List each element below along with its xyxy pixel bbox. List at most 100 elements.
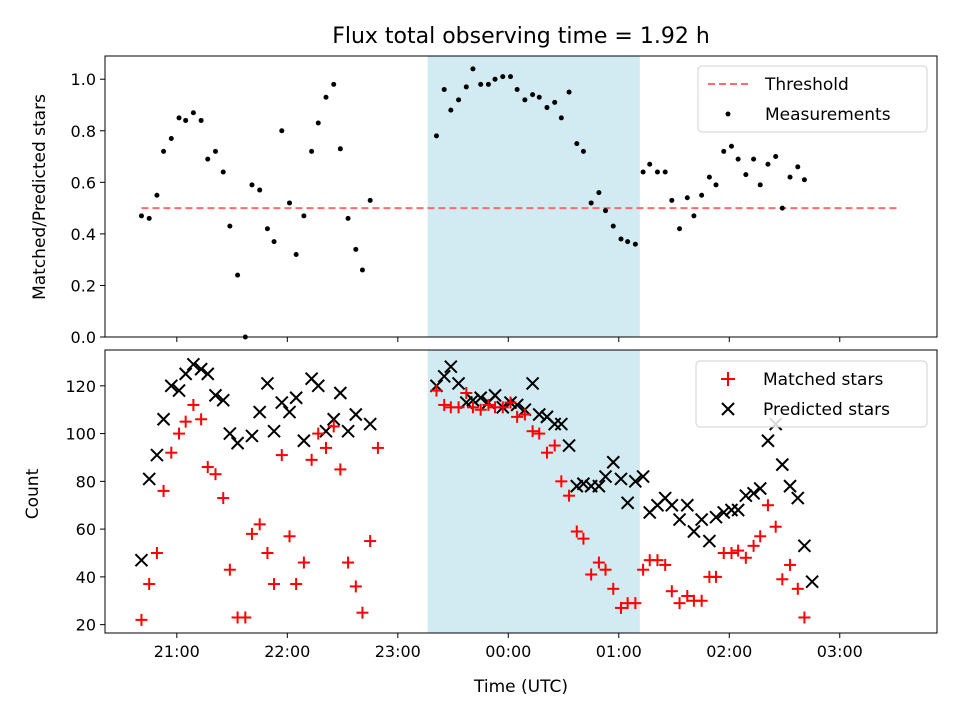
matched-star-point <box>607 582 620 595</box>
measurement-point <box>552 99 558 105</box>
matched-star-point <box>187 398 200 411</box>
matched-star-point <box>209 468 222 481</box>
measurement-point <box>751 156 757 162</box>
measurement-point <box>514 87 520 93</box>
measurement-point <box>220 169 226 175</box>
matched-star-point <box>290 578 303 591</box>
measurement-point <box>235 272 241 278</box>
matched-star-point <box>327 420 340 433</box>
matched-star-point <box>651 554 664 567</box>
matched-star-point <box>438 398 451 411</box>
measurement-point <box>728 143 734 149</box>
top-highlight-span <box>427 56 640 337</box>
predicted-star-point <box>178 367 193 381</box>
measurement-point <box>205 156 211 162</box>
predicted-star-point <box>532 407 546 422</box>
measurement-point <box>787 174 793 180</box>
matched-star-point <box>747 539 760 552</box>
measurement-point <box>168 135 174 141</box>
predicted-star-point <box>327 412 341 426</box>
top-y-tick-label: 0.6 <box>71 173 96 192</box>
bottom-y-tick-label: 40 <box>76 568 96 587</box>
predicted-star-point <box>592 479 606 493</box>
measurement-point <box>154 192 160 198</box>
measurement-point <box>264 226 270 232</box>
measurement-point <box>470 66 476 72</box>
measurement-point <box>485 81 491 87</box>
matched-star-point <box>452 401 465 414</box>
predicted-star-point <box>687 524 701 539</box>
measurement-point <box>662 169 668 175</box>
x-tick-label: 01:00 <box>596 642 642 661</box>
measurement-point <box>610 223 616 229</box>
measurement-point <box>625 239 631 245</box>
predicted-star-point <box>665 498 679 512</box>
top-legend: Threshold Measurements <box>697 65 928 133</box>
measurement-point <box>706 174 712 180</box>
predicted-star-point <box>363 417 377 431</box>
measurement-point <box>654 169 660 175</box>
predicted-star-point <box>797 539 812 553</box>
matched-star-point <box>482 398 495 411</box>
measurement-point <box>530 92 536 98</box>
matched-star-point <box>570 525 583 538</box>
measurement-point <box>536 94 542 100</box>
matched-star-point <box>732 544 745 557</box>
predicted-star-point <box>437 369 451 383</box>
predicted-star-point <box>297 434 311 448</box>
matched-star-point <box>165 446 178 459</box>
matched-star-point <box>150 546 163 559</box>
matched-star-point <box>319 441 332 454</box>
predicted-star-point <box>156 412 171 426</box>
predicted-star-point <box>783 479 797 493</box>
measurement-point <box>146 215 152 221</box>
measurement-point <box>433 133 439 139</box>
predicted-star-point <box>216 393 230 407</box>
legend-measurements-label: Measurements <box>765 105 891 125</box>
predicted-star-point <box>349 407 363 422</box>
measurement-point <box>441 87 447 93</box>
measurement-point <box>721 148 727 154</box>
x-tick-label: 23:00 <box>375 642 421 661</box>
chart-title: Flux total observing time = 1.92 h <box>332 24 710 49</box>
matched-star-point <box>577 532 590 545</box>
matched-star-point <box>312 427 325 440</box>
matched-star-point <box>637 563 650 576</box>
matched-star-point <box>629 597 642 610</box>
predicted-star-point <box>289 391 303 405</box>
measurement-point <box>801 177 807 183</box>
measurement-point <box>227 223 233 229</box>
matched-star-point <box>460 386 473 399</box>
matched-star-point <box>195 413 208 426</box>
measurement-point <box>337 146 343 152</box>
measurement-point <box>279 128 285 134</box>
matched-star-point <box>563 489 576 502</box>
predicted-star-point <box>614 472 628 486</box>
measurement-point <box>500 74 506 80</box>
x-tick-label: 00:00 <box>485 642 531 661</box>
top-legend-box <box>697 65 928 133</box>
bottom-y-tick-label: 60 <box>76 520 96 539</box>
predicted-star-point <box>694 512 709 527</box>
matched-star-point <box>201 461 214 474</box>
predicted-star-point <box>186 357 201 372</box>
matched-star-point <box>526 425 539 438</box>
predicted-star-point <box>194 362 208 376</box>
predicted-star-point <box>761 434 775 448</box>
matched-star-point <box>253 518 266 531</box>
predicted-star-point <box>620 496 635 510</box>
matched-star-point <box>239 611 252 624</box>
matched-star-point <box>673 597 686 610</box>
matched-star-point <box>518 408 531 421</box>
predicted-star-point <box>628 474 643 489</box>
matched-star-point <box>784 558 797 571</box>
matched-star-point <box>173 427 186 440</box>
matched-star-point <box>334 463 347 476</box>
measurement-point <box>508 74 514 80</box>
bottom-legend-box <box>695 360 928 428</box>
bottom-y-axis-label: Count <box>23 468 43 519</box>
measurement-point <box>345 215 351 221</box>
predicted-star-point <box>606 455 620 469</box>
matched-star-point <box>297 556 310 569</box>
predicted-star-point <box>717 505 731 520</box>
